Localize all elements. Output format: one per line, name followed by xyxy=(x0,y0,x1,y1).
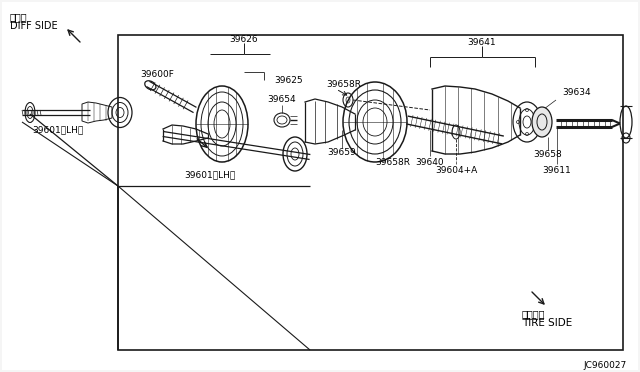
Text: 39634: 39634 xyxy=(562,87,591,96)
Text: 39601〈LH〉: 39601〈LH〉 xyxy=(33,125,84,135)
Text: タイヤ側: タイヤ側 xyxy=(522,309,545,319)
Text: 39625: 39625 xyxy=(274,76,303,84)
Text: 39658R: 39658R xyxy=(326,80,361,89)
Text: 39658R: 39658R xyxy=(376,157,410,167)
Text: 39601〈LH〉: 39601〈LH〉 xyxy=(184,170,236,180)
Ellipse shape xyxy=(532,107,552,137)
Text: TIRE SIDE: TIRE SIDE xyxy=(522,318,572,328)
Text: 39600F: 39600F xyxy=(140,70,174,78)
Bar xyxy=(118,35,623,350)
Text: 39626: 39626 xyxy=(230,35,259,44)
Text: 39659: 39659 xyxy=(328,148,356,157)
Text: 39654: 39654 xyxy=(268,94,296,103)
Text: JC960027: JC960027 xyxy=(584,360,627,369)
Text: 39604+A: 39604+A xyxy=(435,166,477,174)
Text: 39640: 39640 xyxy=(416,157,444,167)
Text: 39658: 39658 xyxy=(534,150,563,158)
Text: デフ側: デフ側 xyxy=(10,12,28,22)
Text: 39611: 39611 xyxy=(543,166,572,174)
Text: DIFF SIDE: DIFF SIDE xyxy=(10,21,58,31)
Text: 39641: 39641 xyxy=(468,38,496,46)
